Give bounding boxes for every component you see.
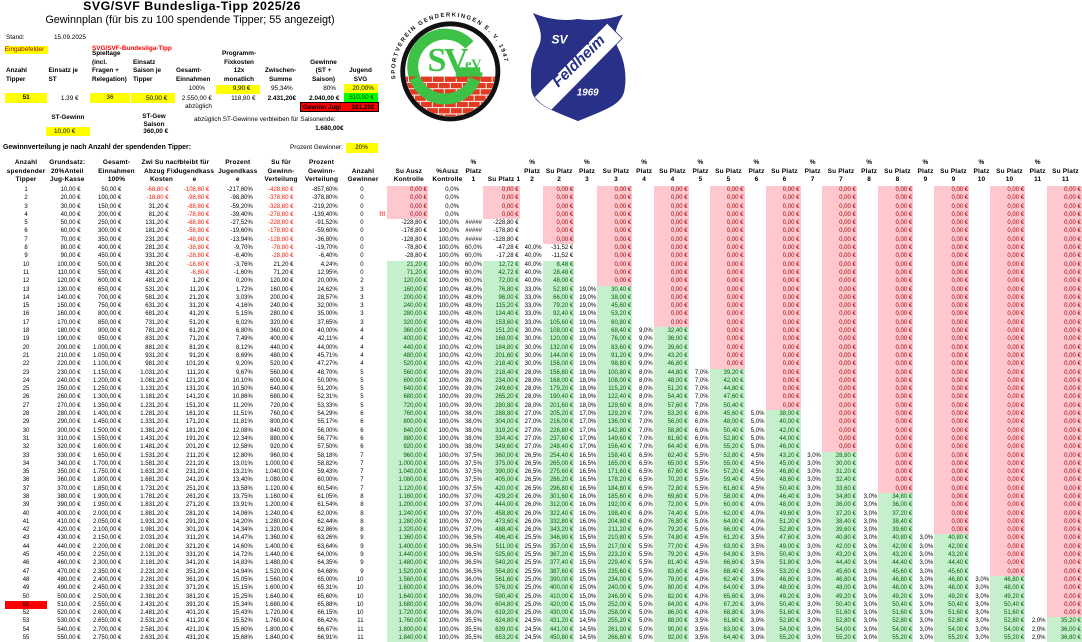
svg-text:SV: SV [428, 42, 469, 79]
svg-text:SV: SV [552, 33, 569, 47]
svg-text:1969: 1969 [577, 87, 599, 98]
svg-text:eV: eV [465, 58, 481, 73]
